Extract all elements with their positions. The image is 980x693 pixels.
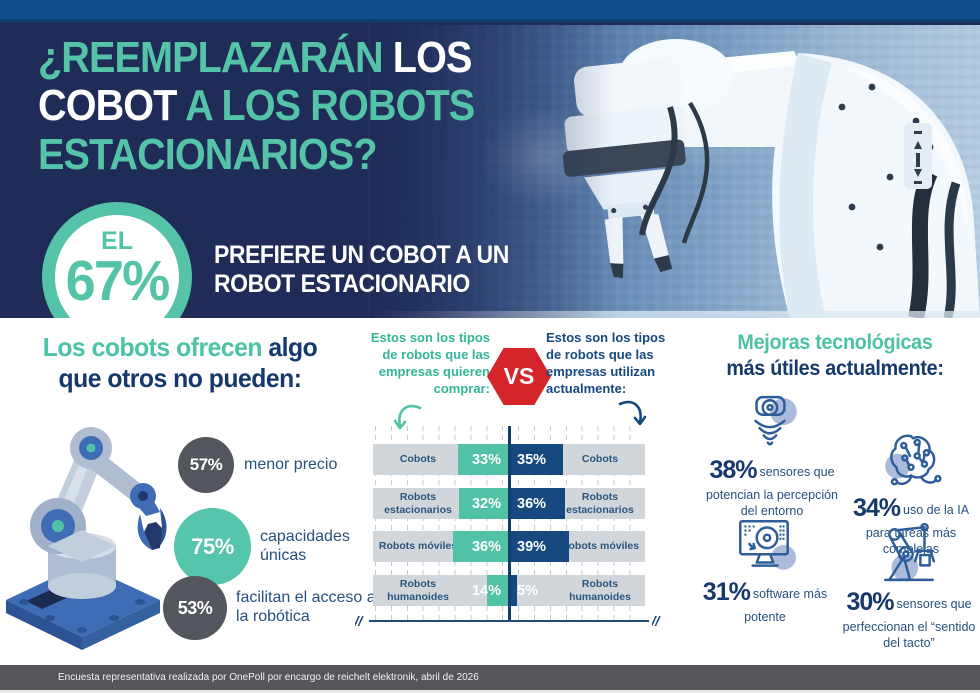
tech-item-text: 30% sensores que perfeccionan el “sentido… — [838, 586, 980, 651]
stat-label: menor precio — [244, 456, 338, 473]
category-label-left: Cobots — [399, 453, 437, 466]
benefit-stat-75: 75% capacidades únicas — [174, 508, 350, 585]
bar-want — [487, 575, 509, 606]
robot-arm-illustration — [6, 427, 167, 650]
cobots-benefits-section: Los cobots ofrecen algo que otros no pued… — [0, 318, 376, 665]
chart-center-line — [507, 426, 511, 620]
bar-use — [509, 488, 565, 519]
chart-row-moviles: Robots móviles Robots móviles 36% 39% — [373, 531, 645, 562]
top-strip — [0, 0, 980, 22]
tech-item-value: 31% — [702, 578, 751, 606]
tech-item-value: 34% — [852, 494, 901, 522]
headline-stat-circle: EL 67% — [42, 202, 192, 318]
bar-use — [509, 531, 570, 562]
title-line1-white: LOS — [392, 33, 473, 82]
bar-use — [509, 444, 564, 475]
value-want: 14% — [471, 582, 501, 599]
title-line2-white: COBOT — [38, 81, 177, 131]
bar-want — [453, 531, 509, 562]
left-title-line2: que otros no pueden: — [58, 362, 302, 393]
headline-stat-caption: PREFIERE UN COBOT A UN ROBOT ESTACIONARIO — [214, 241, 509, 299]
axis-break-right — [652, 616, 663, 626]
tech-item-tactile: 30% sensores que perfeccionan el “sentido… — [838, 522, 980, 651]
tech-item-label: sensores que perfeccionan el “sentido de… — [842, 597, 976, 650]
category-label-left: Robots móviles — [378, 540, 458, 553]
right-section-title: Mejoras tecnológicas más útiles actualmen… — [699, 330, 972, 381]
category-label-right: Cobots — [581, 453, 619, 466]
header-banner: ¿REEMPLAZARÁN LOS COBOT A LOS ROBOTS ESTAC… — [0, 0, 980, 318]
stat-caption-line2: ROBOT ESTACIONARIO — [214, 270, 470, 298]
tactile-gripper-icon — [884, 522, 936, 582]
stat-bubble: 53% — [163, 576, 227, 640]
stat-value: 67% — [65, 249, 171, 313]
tech-item-sensors: 38% sensores que potencian la percepción … — [696, 394, 848, 519]
category-label-left: Robots humanoides — [387, 578, 449, 603]
tech-item-text: 34% uso de la IA para tareas más compleja… — [842, 492, 980, 557]
category-label-right: Robots estacionarios — [566, 491, 634, 516]
value-use: 36% — [517, 495, 547, 512]
value-use: 39% — [517, 538, 547, 555]
title-line3-teal: ESTACIONARIOS? — [38, 129, 378, 179]
diverging-bar-chart: Cobots Cobots 33% 35% Robots estacionari… — [355, 426, 663, 626]
left-section-title: Los cobots ofrecen algo que otros no pued… — [9, 332, 351, 393]
benefit-stat-57: 57% menor precio — [178, 437, 337, 493]
chart-caption-want: Estos son los tipos de robots que las em… — [370, 330, 490, 396]
photo-navy-fade — [370, 25, 980, 318]
sensor-waves-icon — [754, 395, 797, 446]
stat-prefix: EL — [101, 227, 133, 255]
value-want: 36% — [471, 538, 501, 555]
value-use: 5% — [517, 582, 538, 599]
tech-improvements-section: Mejoras tecnológicas más útiles actualmen… — [690, 318, 980, 665]
left-title-teal: Los cobots ofrecen — [42, 332, 263, 362]
title-line1-teal: ¿REEMPLAZARÁN — [38, 33, 384, 82]
right-title-teal: Mejoras tecnológicas — [737, 331, 933, 354]
tech-item-label: software más potente — [744, 587, 828, 624]
stat-bubble: 75% — [174, 508, 251, 585]
category-label-left: Robots estacionarios — [384, 491, 452, 516]
main-content: Los cobots ofrecen algo que otros no pued… — [0, 318, 980, 665]
value-want: 32% — [471, 495, 501, 512]
chart-caption-use: Estos son los tipos de robots que las em… — [546, 330, 666, 396]
bar-use — [509, 575, 517, 606]
stat-bubble: 57% — [178, 437, 234, 493]
left-title-navy: algo — [268, 332, 318, 362]
value-use: 35% — [517, 451, 547, 468]
ai-brain-icon — [885, 434, 942, 486]
value-want: 33% — [471, 451, 501, 468]
bar-want — [457, 444, 509, 475]
axis-break-left — [355, 616, 366, 626]
source-footer: Encuesta representativa realizada por On… — [0, 665, 980, 693]
benefit-stat-53: 53% facilitan el acceso a la robótica — [163, 576, 376, 640]
chart-x-axis — [369, 620, 649, 622]
tech-item-software: 31% software más potente — [690, 516, 840, 625]
stat-label: facilitan el acceso a la robótica — [236, 589, 376, 626]
title-line2-teal: A LOS ROBOTS — [185, 81, 475, 131]
tech-item-value: 38% — [709, 456, 757, 484]
stat-caption-line1: PREFIERE UN COBOT A UN — [214, 241, 509, 269]
right-title-navy: más útiles actualmente: — [726, 356, 944, 380]
versus-chart-section: Estos son los tipos de robots que las em… — [355, 318, 690, 665]
robot-photo — [370, 25, 980, 318]
bar-want — [459, 488, 509, 519]
tech-item-value: 30% — [846, 588, 894, 616]
category-label-right: Robots humanoides — [569, 578, 631, 603]
software-monitor-icon — [739, 520, 796, 570]
category-label-right: Robots móviles — [560, 540, 640, 553]
main-title: ¿REEMPLAZARÁN LOS COBOT A LOS ROBOTS ESTAC… — [38, 33, 475, 179]
source-text: Encuesta representativa realizada por On… — [58, 672, 479, 683]
tech-item-text: 38% sensores que potencian la percepción … — [696, 454, 848, 519]
vs-badge: VS — [487, 348, 551, 405]
tech-item-label: sensores que potencian la percepción del… — [705, 465, 839, 518]
stat-label: capacidades únicas — [260, 528, 350, 565]
tech-item-ai: 34% uso de la IA para tareas más compleja… — [842, 430, 980, 557]
curved-arrow-right-icon — [618, 400, 647, 426]
tech-item-text: 31% software más potente — [690, 576, 840, 625]
